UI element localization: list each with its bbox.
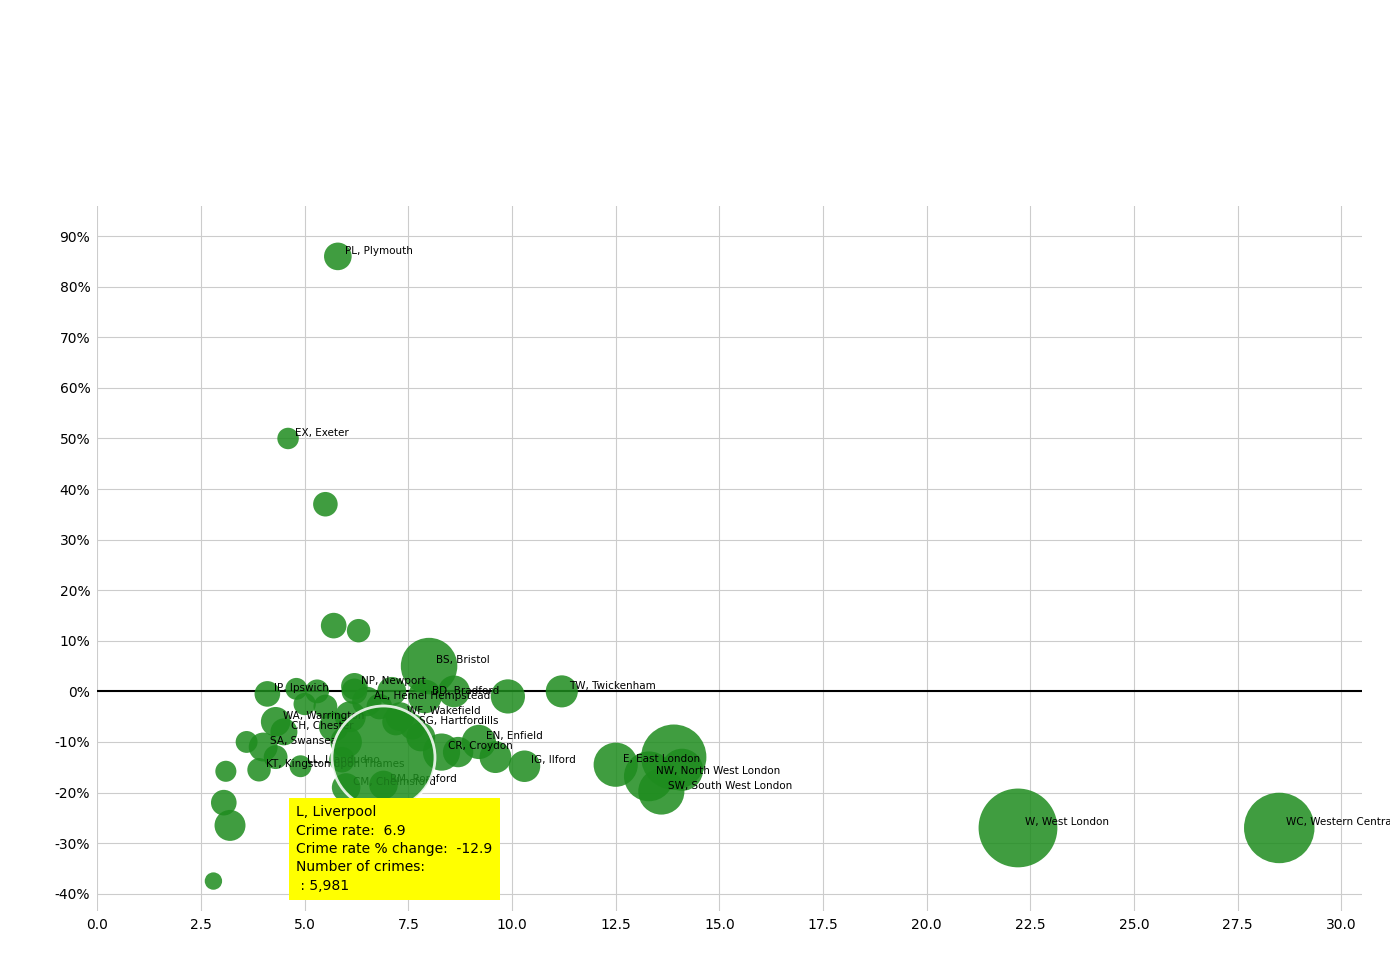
Point [264,750,286,765]
Point [213,795,235,810]
Point [335,734,357,750]
Text: IP, Ipswich: IP, Ipswich [274,683,329,693]
Point [218,817,240,833]
Point [418,659,441,674]
Point [368,699,391,714]
Point [1006,820,1029,836]
Point [252,739,274,755]
Point [322,617,345,633]
Point [235,734,257,750]
Text: SA, Swansea: SA, Swansea [270,736,338,746]
Point [335,780,357,796]
Text: IG, Ilford: IG, Ilford [531,756,577,765]
Point [389,709,411,724]
Point [431,744,453,760]
Text: EN, Enfield: EN, Enfield [485,731,542,741]
Point [414,689,436,705]
Point [1268,820,1290,836]
Point [327,249,349,265]
Point [264,713,286,729]
Point [306,683,328,699]
Point [496,689,518,705]
Point [272,724,295,740]
Point [605,757,627,772]
Point [343,683,366,699]
Point [331,752,353,767]
Point [277,430,299,446]
Point [443,683,466,699]
Text: CR, Croydon: CR, Croydon [449,741,513,752]
Point [322,719,345,735]
Point [343,678,366,694]
Point [348,623,370,639]
Point [484,750,506,765]
Point [285,681,307,697]
Point [638,768,660,784]
Text: AL, Hemel Hempstead: AL, Hemel Hempstead [374,691,491,701]
Text: L, Liverpool
Crime rate:  6.9
Crime rate % change:  -12.9
Number of crimes:
 : 5: L, Liverpool Crime rate: 6.9 Crime rate … [296,806,492,893]
Point [373,749,395,764]
Text: WF, Wakefield: WF, Wakefield [407,706,481,715]
Point [203,873,225,889]
Point [671,761,694,777]
Point [381,683,403,699]
Text: NP, Newport: NP, Newport [361,675,427,686]
Point [314,497,336,513]
Point [293,696,316,711]
Point [513,759,535,774]
Text: WA, Warrington: WA, Warrington [282,710,364,721]
Text: E, East London: E, East London [623,754,699,764]
Point [289,759,311,774]
Text: WC, Western Central London: WC, Western Central London [1286,817,1390,827]
Point [314,699,336,714]
Text: W, West London: W, West London [1024,817,1109,827]
Point [550,683,573,699]
Text: LL, Llandudno: LL, Llandudno [307,756,381,765]
Point [402,719,424,735]
Text: SG, Hartfordills: SG, Hartfordills [420,716,499,726]
Text: CH, Chester: CH, Chester [291,721,353,731]
Point [247,761,270,777]
Point [385,713,407,729]
Text: TW, Twickenham: TW, Twickenham [569,680,656,691]
Point [356,694,378,710]
Text: RM, Romford: RM, Romford [391,774,457,784]
Point [467,734,489,750]
Text: NW, North West London: NW, North West London [656,765,780,775]
Text: CM, Chelmsford: CM, Chelmsford [353,777,436,787]
Point [663,750,685,765]
Point [410,729,432,745]
Point [256,686,278,702]
Point [339,709,361,724]
Text: PL, Plymouth: PL, Plymouth [345,246,413,256]
Point [373,777,395,793]
Point [214,763,236,779]
Text: SW, South West London: SW, South West London [669,781,792,791]
Text: EX, Exeter: EX, Exeter [295,427,349,438]
Text: BD, Bradford: BD, Bradford [432,686,499,696]
Point [448,744,470,760]
Text: BS, Bristol: BS, Bristol [436,656,489,665]
Text: KT, Kingston upon Thames: KT, Kingston upon Thames [265,759,404,769]
Point [651,784,673,800]
